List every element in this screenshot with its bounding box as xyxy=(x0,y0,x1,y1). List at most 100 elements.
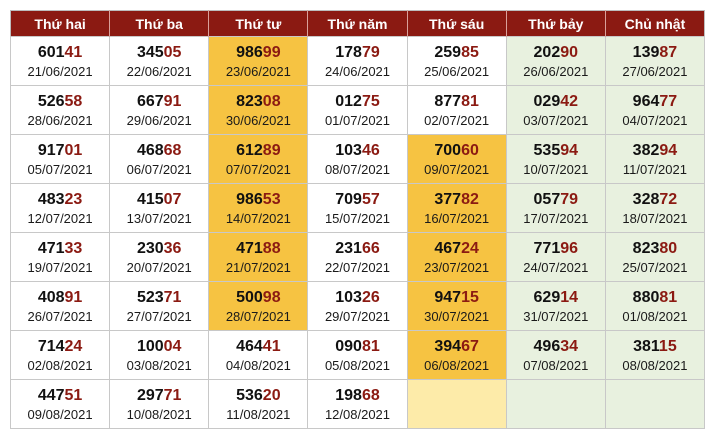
result-number-tail: 57 xyxy=(361,190,380,208)
result-date: 26/07/2021 xyxy=(27,308,93,324)
result-cell-tuesday: 41507 13/07/2021 xyxy=(109,183,210,233)
header-row: Thứ hai Thứ ba Thứ tư Thứ năm Thứ sáu Th… xyxy=(10,10,705,37)
result-date: 22/06/2021 xyxy=(126,63,192,79)
result-date: 05/07/2021 xyxy=(27,161,93,177)
result-number-tail: 71 xyxy=(163,288,182,306)
result-date: 24/06/2021 xyxy=(324,63,391,79)
result-number-tail: 82 xyxy=(461,190,479,208)
result-cell-saturday: 53594 10/07/2021 xyxy=(505,134,606,184)
result-cell-monday: 47133 19/07/2021 xyxy=(9,232,111,282)
result-cell-wednesday: 50098 28/07/2021 xyxy=(208,281,309,331)
header-friday: Thứ sáu xyxy=(407,10,507,37)
result-number-tail: 26 xyxy=(361,288,380,306)
result-cell-wednesday: 61289 07/07/2021 xyxy=(208,134,309,184)
result-number: 82380 xyxy=(606,239,704,259)
result-cell-wednesday: 98699 23/06/2021 xyxy=(208,36,309,86)
result-number-head: 377 xyxy=(434,190,462,208)
result-number: 49634 xyxy=(507,337,605,357)
result-number-head: 709 xyxy=(335,190,362,208)
result-number-tail: 77 xyxy=(659,92,678,110)
result-cell-tuesday: 52371 27/07/2021 xyxy=(109,281,210,331)
result-number: 02942 xyxy=(507,92,605,112)
result-cell-friday: 94715 30/07/2021 xyxy=(406,281,507,331)
result-number-head: 328 xyxy=(632,190,660,208)
result-cell-thursday: 23166 22/07/2021 xyxy=(307,232,408,282)
result-cell-monday: 48323 12/07/2021 xyxy=(9,183,111,233)
result-date: 21/07/2021 xyxy=(225,259,291,275)
result-number: 46868 xyxy=(110,141,208,161)
results-calendar: Thứ hai Thứ ba Thứ tư Thứ năm Thứ sáu Th… xyxy=(9,10,706,438)
result-cell-monday: 52658 28/06/2021 xyxy=(9,85,111,135)
result-number: 88081 xyxy=(606,288,704,308)
result-number: 10004 xyxy=(110,337,208,357)
result-date: 04/08/2021 xyxy=(225,357,291,373)
header-saturday: Thứ bảy xyxy=(506,10,606,37)
result-number: 32872 xyxy=(606,190,704,210)
result-number-head: 408 xyxy=(37,288,65,306)
result-date: 04/07/2021 xyxy=(622,112,688,128)
result-number: 53620 xyxy=(209,386,307,406)
result-number: 60141 xyxy=(11,43,109,63)
result-cell-saturday: 20290 26/06/2021 xyxy=(505,36,606,86)
header-monday: Thứ hai xyxy=(10,10,111,37)
result-number: 20290 xyxy=(507,43,605,63)
result-date: 16/07/2021 xyxy=(424,210,490,226)
result-cell-tuesday: 23036 20/07/2021 xyxy=(109,232,210,282)
result-number-tail: 41 xyxy=(64,43,83,61)
result-cell-sunday: 96477 04/07/2021 xyxy=(604,85,706,135)
result-number: 23166 xyxy=(308,239,406,259)
result-number-tail: 42 xyxy=(560,92,579,110)
result-cell-tuesday: 66791 29/06/2021 xyxy=(109,85,210,135)
result-number-tail: 24 xyxy=(461,239,479,257)
result-date: 08/08/2021 xyxy=(622,357,688,373)
result-number-tail: 68 xyxy=(361,386,380,404)
result-number-tail: 98 xyxy=(262,288,281,306)
result-number-head: 917 xyxy=(37,141,65,159)
result-cell-friday: 37782 16/07/2021 xyxy=(406,183,507,233)
result-date: 12/07/2021 xyxy=(27,210,93,226)
result-number-tail: 14 xyxy=(560,288,579,306)
result-date: 12/08/2021 xyxy=(324,406,391,422)
result-number-tail: 08 xyxy=(262,92,281,110)
result-number-tail: 53 xyxy=(262,190,281,208)
result-number-head: 447 xyxy=(37,386,65,404)
result-number-head: 139 xyxy=(632,43,660,61)
result-cell-sunday: 13987 27/06/2021 xyxy=(604,36,706,86)
result-cell-tuesday: 46868 06/07/2021 xyxy=(109,134,210,184)
result-number: 71424 xyxy=(11,337,109,357)
result-number-tail: 20 xyxy=(262,386,281,404)
result-number: 47133 xyxy=(11,239,109,259)
result-cell-thursday: 10326 29/07/2021 xyxy=(307,281,408,331)
result-number-tail: 67 xyxy=(461,337,479,355)
result-number-tail: 94 xyxy=(659,141,678,159)
result-cell-thursday: 10346 08/07/2021 xyxy=(307,134,408,184)
result-cell-saturday: 77196 24/07/2021 xyxy=(505,232,606,282)
result-number: 44751 xyxy=(11,386,109,406)
result-number-tail: 91 xyxy=(163,92,182,110)
result-date: 30/07/2021 xyxy=(424,308,490,324)
result-date: 01/08/2021 xyxy=(622,308,688,324)
result-number-head: 535 xyxy=(533,141,561,159)
result-cell-saturday: 49634 07/08/2021 xyxy=(505,330,606,380)
result-number-tail: 71 xyxy=(163,386,182,404)
result-number-head: 877 xyxy=(434,92,462,110)
result-number-head: 057 xyxy=(533,190,561,208)
result-cell-monday: 71424 02/08/2021 xyxy=(9,330,111,380)
result-number: 70957 xyxy=(308,190,406,210)
result-number: 17879 xyxy=(308,43,406,63)
result-number-tail: 89 xyxy=(262,141,281,159)
table-row: 44751 09/08/2021 29771 10/08/2021 53620 11/08… xyxy=(9,379,706,429)
result-number-tail: 81 xyxy=(461,92,479,110)
result-number: 13987 xyxy=(606,43,704,63)
result-cell-monday: 91701 05/07/2021 xyxy=(9,134,111,184)
result-number-head: 394 xyxy=(434,337,462,355)
result-number-head: 601 xyxy=(37,43,65,61)
result-number: 25985 xyxy=(408,43,506,63)
result-number: 05779 xyxy=(507,190,605,210)
table-row: 52658 28/06/2021 66791 29/06/2021 82308 30/06… xyxy=(9,85,706,135)
result-cell-thursday: 17879 24/06/2021 xyxy=(307,36,408,86)
result-date: 19/07/2021 xyxy=(27,259,93,275)
result-number-tail: 51 xyxy=(64,386,83,404)
result-number-head: 523 xyxy=(136,288,164,306)
table-row: 71424 02/08/2021 10004 03/08/2021 46441 04/08… xyxy=(9,330,706,380)
